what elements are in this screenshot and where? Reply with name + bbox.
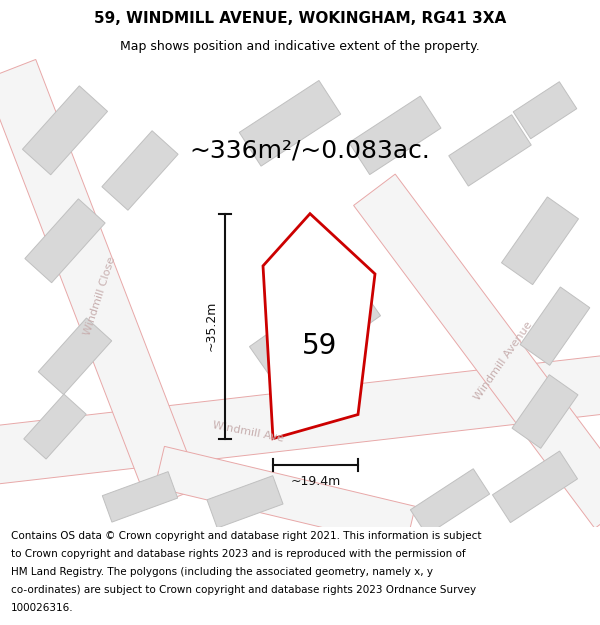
Polygon shape [24, 394, 86, 459]
Text: Contains OS data © Crown copyright and database right 2021. This information is : Contains OS data © Crown copyright and d… [11, 531, 481, 541]
Polygon shape [239, 81, 341, 166]
Polygon shape [410, 469, 490, 535]
Text: ~336m²/~0.083ac.: ~336m²/~0.083ac. [190, 138, 430, 162]
Polygon shape [353, 174, 600, 528]
Polygon shape [38, 318, 112, 394]
Text: HM Land Registry. The polygons (including the associated geometry, namely x, y: HM Land Registry. The polygons (includin… [11, 567, 433, 577]
Polygon shape [207, 476, 283, 528]
Text: to Crown copyright and database rights 2023 and is reproduced with the permissio: to Crown copyright and database rights 2… [11, 549, 466, 559]
Polygon shape [520, 287, 590, 365]
Text: 59, WINDMILL AVENUE, WOKINGHAM, RG41 3XA: 59, WINDMILL AVENUE, WOKINGHAM, RG41 3XA [94, 11, 506, 26]
Text: Windmill Ave: Windmill Ave [212, 420, 284, 443]
Text: Map shows position and indicative extent of the property.: Map shows position and indicative extent… [120, 39, 480, 52]
Polygon shape [449, 115, 531, 186]
Polygon shape [25, 199, 105, 282]
Text: 100026316.: 100026316. [11, 604, 73, 614]
Text: Windmill Close: Windmill Close [83, 256, 118, 337]
Text: 59: 59 [302, 332, 338, 360]
Text: ~35.2m: ~35.2m [205, 301, 218, 351]
Text: co-ordinates) are subject to Crown copyright and database rights 2023 Ordnance S: co-ordinates) are subject to Crown copyr… [11, 585, 476, 595]
Polygon shape [263, 214, 375, 439]
Polygon shape [102, 131, 178, 210]
Polygon shape [349, 96, 441, 174]
Polygon shape [103, 472, 178, 522]
Polygon shape [22, 86, 107, 175]
Text: ~19.4m: ~19.4m [290, 475, 341, 488]
Polygon shape [155, 446, 415, 548]
Polygon shape [493, 451, 578, 522]
Polygon shape [0, 354, 600, 489]
Polygon shape [0, 59, 200, 508]
Polygon shape [502, 197, 578, 284]
Polygon shape [513, 82, 577, 139]
Polygon shape [250, 274, 380, 388]
Text: Windmill Avenue: Windmill Avenue [472, 320, 534, 402]
Polygon shape [512, 375, 578, 448]
